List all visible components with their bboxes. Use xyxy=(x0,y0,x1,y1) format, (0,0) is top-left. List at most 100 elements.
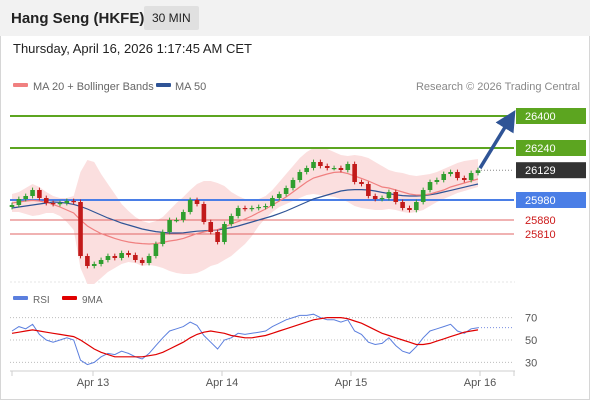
level-tag-25980 xyxy=(516,192,586,208)
candle-body xyxy=(78,202,83,256)
rsi-legend: RSI 9MA xyxy=(13,295,103,306)
candle-body xyxy=(324,166,330,168)
legend-swatch-ma50 xyxy=(156,83,171,87)
rsi-line xyxy=(11,313,479,366)
candle-body xyxy=(181,212,186,220)
rsi-tick-30: 30 xyxy=(525,357,537,369)
candle-body xyxy=(16,199,22,205)
candle-body xyxy=(133,255,138,260)
candle-body xyxy=(263,206,268,208)
candle-body xyxy=(249,208,255,210)
level-label-26400: 26400 xyxy=(525,111,556,123)
candle-body xyxy=(318,162,323,166)
candle-body xyxy=(386,192,392,198)
level-tag-26400 xyxy=(516,108,586,124)
candle-body xyxy=(71,201,76,203)
candle-body xyxy=(242,208,248,210)
candle-body xyxy=(468,173,474,180)
candle-body xyxy=(85,256,90,266)
legend-swatch-9ma xyxy=(62,296,77,300)
candle-body xyxy=(139,260,145,263)
legend-label-ma20: MA 20 + Bollinger Bands xyxy=(33,81,154,93)
candle-body xyxy=(448,172,453,174)
candle-body xyxy=(434,180,440,182)
timeframe-badge[interactable]: 30 MIN xyxy=(144,6,199,30)
x-tick-label: Apr 15 xyxy=(335,377,367,389)
timestamp-label: Thursday, April 16, 2026 1:17:45 AM CET xyxy=(13,41,252,56)
level-tag-26240 xyxy=(516,140,586,156)
rsi-tick-70: 70 xyxy=(525,313,537,325)
candle-body xyxy=(64,201,70,203)
last-price-tag xyxy=(516,162,586,179)
candle-body xyxy=(194,200,200,204)
candle-body xyxy=(98,260,104,264)
candle-body xyxy=(427,182,433,190)
legend-swatch-rsi xyxy=(13,296,28,300)
price-levels xyxy=(10,115,514,235)
candle-body xyxy=(345,164,351,170)
candle-body xyxy=(43,198,49,203)
candle-body xyxy=(126,253,131,255)
candle-body xyxy=(372,196,378,199)
candle-body xyxy=(119,253,124,258)
candle-body xyxy=(276,194,282,198)
candle-body xyxy=(290,180,296,188)
credit-label: Research © 2026 Trading Central xyxy=(416,81,580,93)
candle-body xyxy=(283,188,289,194)
candle-body xyxy=(331,168,337,170)
rsi-lines xyxy=(11,313,514,366)
candle-body xyxy=(366,184,371,196)
candle-body xyxy=(30,190,35,196)
projection-arrow xyxy=(478,110,516,170)
candle-body xyxy=(174,220,179,222)
candle-body xyxy=(441,174,447,180)
ma50-line xyxy=(11,183,479,234)
candle-body xyxy=(400,202,405,208)
rsi-9ma-line xyxy=(11,317,479,358)
candle-body xyxy=(50,203,56,205)
instrument-title: Hang Seng (HKFE) xyxy=(11,10,145,27)
candle-body xyxy=(235,208,241,216)
price-labels: 26400 26240 25980 25880 25810 26129 xyxy=(516,108,586,241)
candle-body xyxy=(461,178,467,180)
candle-body xyxy=(215,232,220,242)
chart-header: Hang Seng (HKFE) 30 MIN xyxy=(0,0,590,36)
candle-body xyxy=(379,198,385,200)
level-label-25980: 25980 xyxy=(525,195,556,207)
candle-body xyxy=(112,256,118,258)
candle-body xyxy=(160,232,166,244)
candle-body xyxy=(167,220,172,232)
candle-body xyxy=(407,208,412,210)
candle-body xyxy=(228,216,234,224)
candle-body xyxy=(297,172,303,180)
candle-body xyxy=(146,256,152,263)
rsi-grid: 70 50 30 xyxy=(10,313,537,369)
legend-label-rsi: RSI xyxy=(33,295,50,306)
candle-body xyxy=(187,200,193,212)
candle-body xyxy=(475,170,481,173)
candle-body xyxy=(57,203,63,205)
candlesticks xyxy=(9,159,481,269)
moving-averages xyxy=(11,171,479,245)
rsi-tick-50: 50 xyxy=(525,335,537,347)
candle-body xyxy=(455,172,460,178)
x-axis: Apr 13 Apr 14 Apr 15 Apr 16 xyxy=(11,371,515,389)
x-tick-label: Apr 14 xyxy=(206,377,238,389)
legend-label-9ma: 9MA xyxy=(82,295,103,306)
candle-body xyxy=(153,244,159,256)
candle-body xyxy=(352,164,357,182)
candle-body xyxy=(414,202,419,210)
candle-body xyxy=(359,182,364,184)
candle-body xyxy=(91,264,97,266)
legend-label-ma50: MA 50 xyxy=(175,81,206,93)
ma20-line xyxy=(11,171,479,245)
candle-body xyxy=(23,196,29,199)
candle-body xyxy=(304,168,309,172)
level-label-25880: 25880 xyxy=(525,215,556,227)
candle-body xyxy=(37,190,42,198)
candle-body xyxy=(393,192,399,202)
candle-body xyxy=(208,222,214,232)
candle-body xyxy=(311,162,316,168)
projection xyxy=(478,110,516,171)
